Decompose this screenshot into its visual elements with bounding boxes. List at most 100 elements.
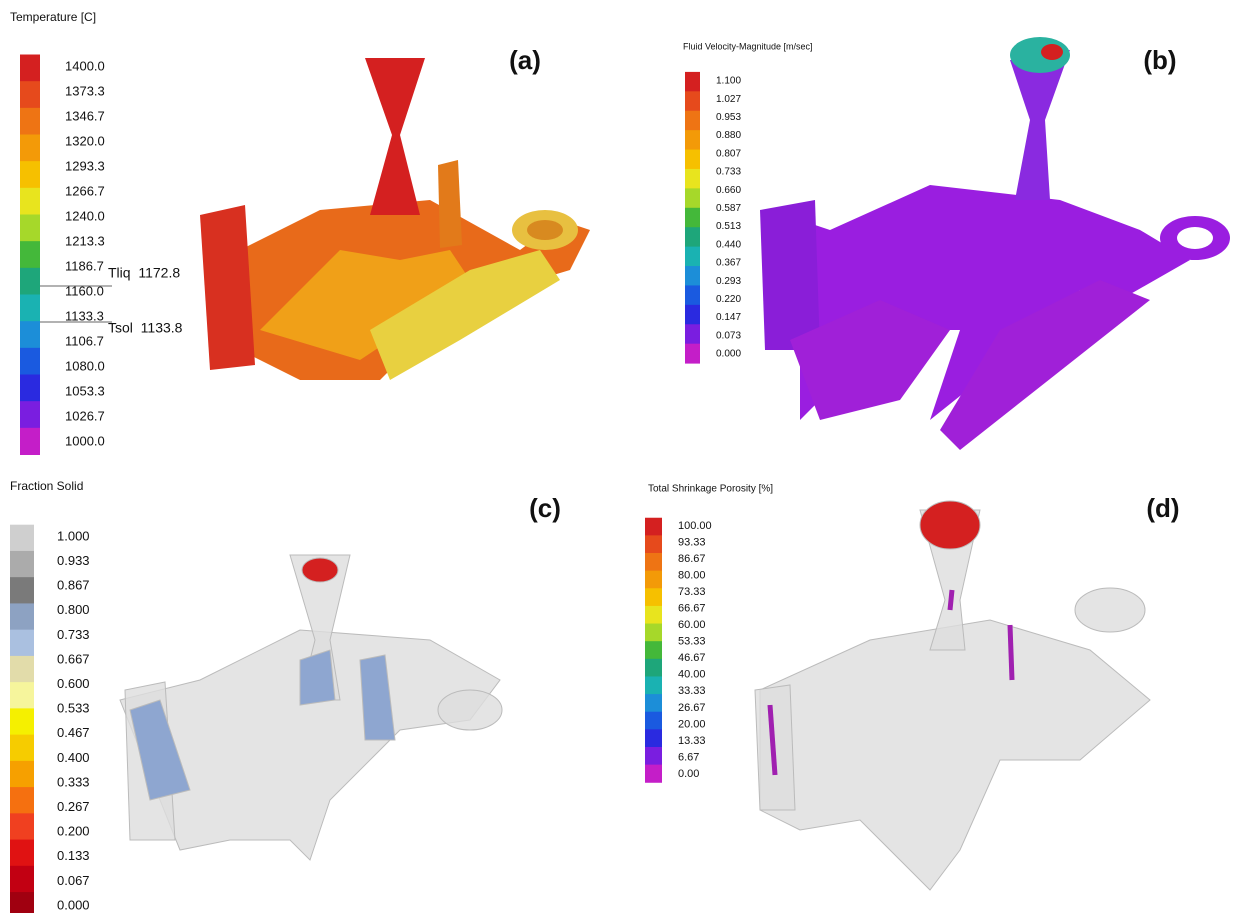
legend-swatch <box>645 624 662 642</box>
legend-swatch <box>685 188 700 208</box>
legend-swatch <box>20 321 40 348</box>
legend-label: 1186.7 <box>65 258 104 273</box>
legend-label: 0.667 <box>57 651 90 666</box>
legend-swatch <box>645 588 662 606</box>
legend-swatch <box>645 676 662 694</box>
legend-swatch <box>10 787 34 814</box>
panel-label: (c) <box>529 493 561 523</box>
legend-swatch <box>10 630 34 657</box>
legend-swatch <box>10 840 34 867</box>
legend-label: 0.133 <box>57 848 90 863</box>
legend-label: 0.000 <box>57 897 90 912</box>
panel-label: (a) <box>509 45 541 75</box>
legend-swatch <box>20 135 40 162</box>
casting-a <box>200 58 590 380</box>
legend-swatch <box>20 108 40 135</box>
legend-label: 0.000 <box>716 349 741 360</box>
legend-label: 0.660 <box>716 185 741 196</box>
legend-label: 0.880 <box>716 130 741 141</box>
legend-swatch <box>10 682 34 709</box>
legend-label: 0.933 <box>57 553 90 568</box>
legend-swatch <box>20 375 40 402</box>
legend-swatch <box>645 694 662 712</box>
legend-swatch <box>685 285 700 305</box>
panel-title: Fluid Velocity-Magnitude [m/sec] <box>683 41 813 51</box>
legend-swatch <box>645 553 662 571</box>
legend-label: 0.467 <box>57 725 90 740</box>
legend-label: 86.67 <box>678 553 706 565</box>
legend-swatch <box>10 656 34 683</box>
legend-swatch <box>10 551 34 578</box>
legend-label: 1320.0 <box>65 133 105 148</box>
legend-label: 1373.3 <box>65 83 105 98</box>
casting-c <box>120 555 502 860</box>
legend-label: 40.00 <box>678 669 706 681</box>
legend-swatch <box>685 169 700 189</box>
legend-swatch <box>645 606 662 624</box>
legend-label: 0.200 <box>57 824 90 839</box>
legend-label: 1266.7 <box>65 183 105 198</box>
legend-swatch <box>685 227 700 247</box>
legend-label: 0.600 <box>57 676 90 691</box>
legend-label: 0.807 <box>716 148 741 159</box>
legend-label: 66.67 <box>678 603 706 615</box>
legend-swatch <box>10 708 34 735</box>
legend-label: 1.100 <box>716 76 741 87</box>
page: Temperature [C](a)1400.01373.31346.71320… <box>0 0 1240 913</box>
legend-label: 60.00 <box>678 619 706 631</box>
legend-swatch <box>685 266 700 286</box>
legend-swatch <box>20 428 40 455</box>
legend-label: 0.513 <box>716 221 741 232</box>
legend-label: 0.073 <box>716 330 741 341</box>
legend-swatch <box>685 247 700 267</box>
legend-swatch <box>645 729 662 747</box>
legend-swatch <box>20 295 40 322</box>
legend-label: 1133.3 <box>65 308 104 323</box>
legend-label: 1026.7 <box>65 408 105 423</box>
legend-swatch <box>10 866 34 893</box>
legend-label: 0.533 <box>57 701 90 716</box>
legend-label: 93.33 <box>678 536 706 548</box>
legend-label: 0.400 <box>57 750 90 765</box>
legend-label: 73.33 <box>678 586 706 598</box>
casting-d <box>755 501 1150 890</box>
legend-label: 0.733 <box>716 167 741 178</box>
panel-title: Temperature [C] <box>10 10 96 24</box>
legend-swatch <box>10 577 34 604</box>
legend-label: 1080.0 <box>65 358 105 373</box>
casting-b <box>760 37 1230 450</box>
legend-swatch <box>685 91 700 111</box>
legend-swatch <box>10 525 34 552</box>
legend-swatch <box>10 813 34 840</box>
legend-label: 0.800 <box>57 602 90 617</box>
legend-swatch <box>645 535 662 553</box>
legend-swatch <box>20 215 40 242</box>
legend-label: 0.953 <box>716 112 741 123</box>
panel-label: (d) <box>1146 493 1179 523</box>
legend-label: 6.67 <box>678 751 699 763</box>
legend-label: 1293.3 <box>65 158 105 173</box>
legend-label: 0.587 <box>716 203 741 214</box>
legend-label: 1346.7 <box>65 108 105 123</box>
legend-label: 0.293 <box>716 276 741 287</box>
legend-label: 26.67 <box>678 702 706 714</box>
legend-label: 46.67 <box>678 652 706 664</box>
legend-swatch <box>10 761 34 788</box>
legend-swatch <box>685 324 700 344</box>
annotation: Tliq 1172.8 <box>108 265 180 281</box>
legend-swatch <box>20 268 40 295</box>
legend-swatch <box>10 892 34 913</box>
legend-label: 1213.3 <box>65 233 105 248</box>
panel-title: Fraction Solid <box>10 479 83 493</box>
legend-swatch <box>20 55 40 82</box>
legend-label: 80.00 <box>678 570 706 582</box>
legend-swatch <box>645 659 662 677</box>
annotation: Tsol 1133.8 <box>108 320 183 336</box>
legend-swatch <box>645 571 662 589</box>
legend-label: 0.440 <box>716 239 741 250</box>
legend-label: 13.33 <box>678 735 706 747</box>
legend-label: 0.367 <box>716 258 741 269</box>
legend-swatch <box>645 641 662 659</box>
legend-label: 0.333 <box>57 774 90 789</box>
legend-swatch <box>20 348 40 375</box>
